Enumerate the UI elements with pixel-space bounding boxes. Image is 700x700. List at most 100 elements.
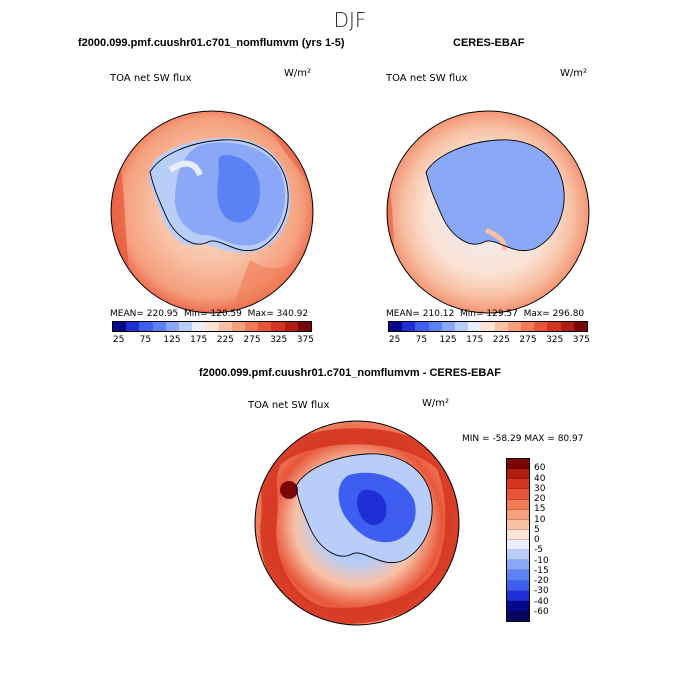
colorbar-swatch: [494, 322, 508, 331]
model-min-label: Min=: [184, 309, 208, 319]
colorbar-tick-label: -5: [534, 545, 543, 556]
colorbar-swatch: [415, 322, 429, 331]
diff-colorbar: [506, 458, 530, 622]
model-mean-value: 220.95: [146, 309, 179, 319]
diff-colorbar-ticks: 60 40 30 20 15 10 5 0 -5 -10 -15 -20 -30 -40 -60: [534, 458, 574, 622]
obs-units-label: W/m²: [560, 68, 588, 79]
obs-polar-map: [386, 110, 590, 314]
model-units-label: W/m²: [284, 68, 312, 79]
colorbar-swatch: [573, 322, 588, 331]
colorbar-swatch: [402, 322, 416, 331]
diff-max-label: MAX =: [524, 434, 555, 444]
model-stats: MEAN= 220.95 Min= 120.59 Max= 340.92: [110, 309, 308, 319]
colorbar-tick-label: 275: [519, 335, 537, 345]
model-panel-title: f2000.099.pmf.cuushr01.c701_nomflumvm (y…: [78, 37, 345, 49]
colorbar-swatch: [139, 322, 153, 331]
colorbar-swatch: [507, 560, 529, 571]
colorbar-swatch: [507, 600, 529, 611]
colorbar-swatch: [507, 479, 529, 490]
colorbar-swatch: [507, 519, 529, 530]
colorbar-swatch: [507, 580, 529, 591]
diff-panel-title: f2000.099.pmf.cuushr01.c701_nomflumvm - …: [199, 367, 501, 379]
colorbar-tick-label: 75: [415, 335, 428, 345]
colorbar-swatch: [428, 322, 442, 331]
diff-variable-label: TOA net SW flux: [248, 400, 330, 411]
colorbar-swatch: [284, 322, 298, 331]
colorbar-swatch: [231, 322, 246, 331]
obs-colorbar-ticks: 25 75 125 175 225 275 325 375: [388, 335, 590, 347]
colorbar-swatch: [455, 322, 469, 331]
colorbar-swatch: [507, 509, 529, 520]
diff-stats: MIN = -58.29 MAX = 80.97: [462, 434, 583, 444]
colorbar-swatch: [126, 322, 140, 331]
colorbar-swatch: [507, 550, 529, 561]
model-variable-label: TOA net SW flux: [110, 73, 192, 84]
obs-panel-title: CERES-EBAF: [453, 37, 525, 49]
colorbar-tick-label: -30: [534, 586, 549, 597]
colorbar-tick-label: 175: [190, 335, 208, 345]
colorbar-tick-label: 375: [296, 335, 314, 345]
model-colorbar: [112, 321, 312, 332]
obs-max-value: 296.80: [552, 309, 585, 319]
colorbar-tick-label: 225: [216, 335, 234, 345]
colorbar-tick-label: 60: [534, 463, 546, 474]
colorbar-swatch: [507, 489, 529, 500]
colorbar-tick-label: 10: [534, 514, 546, 525]
obs-max-label: Max=: [523, 309, 550, 319]
colorbar-tick-label: 25: [112, 335, 125, 345]
colorbar-swatch: [507, 459, 529, 470]
colorbar-tick-label: -10: [534, 555, 549, 566]
colorbar-tick-label: 0: [534, 535, 540, 545]
diff-min-label: MIN =: [462, 434, 490, 444]
colorbar-swatch: [507, 322, 522, 331]
obs-min-label: Min=: [460, 309, 484, 319]
colorbar-tick-label: 125: [439, 335, 457, 345]
colorbar-tick-label: 40: [534, 473, 546, 484]
colorbar-tick-label: 15: [534, 504, 546, 515]
colorbar-swatch: [481, 322, 495, 331]
colorbar-swatch: [560, 322, 574, 331]
colorbar-swatch: [218, 322, 232, 331]
model-colorbar-ticks: 25 75 125 175 225 275 325 375: [112, 335, 314, 347]
obs-mean-value: 210.12: [422, 309, 455, 319]
colorbar-tick-label: -40: [534, 596, 549, 607]
colorbar-tick-label: -15: [534, 565, 549, 576]
colorbar-tick-label: 30: [534, 483, 546, 494]
colorbar-tick-label: 5: [534, 524, 540, 535]
model-max-value: 340.92: [276, 309, 309, 319]
colorbar-tick-label: 275: [243, 335, 261, 345]
colorbar-tick-label: -60: [534, 606, 549, 617]
colorbar-tick-label: 175: [466, 335, 484, 345]
colorbar-tick-label: 20: [534, 494, 546, 504]
colorbar-swatch: [521, 322, 535, 331]
colorbar-swatch: [441, 322, 456, 331]
season-title: DJF: [333, 8, 367, 32]
colorbar-swatch: [297, 322, 312, 331]
colorbar-swatch: [507, 540, 529, 551]
colorbar-swatch: [507, 570, 529, 581]
model-max-label: Max=: [247, 309, 274, 319]
diff-max-value: 80.97: [557, 434, 584, 444]
model-polar-map: [110, 110, 314, 314]
colorbar-swatch: [507, 610, 529, 621]
colorbar-swatch: [165, 322, 180, 331]
colorbar-tick-label: 375: [572, 335, 590, 345]
colorbar-tick-label: 125: [163, 335, 181, 345]
obs-mean-label: MEAN=: [386, 309, 420, 319]
obs-variable-label: TOA net SW flux: [386, 73, 468, 84]
colorbar-swatch: [389, 322, 403, 331]
colorbar-swatch: [245, 322, 259, 331]
colorbar-swatch: [271, 322, 285, 331]
obs-stats: MEAN= 210.12 Min= 129.57 Max= 296.80: [386, 309, 584, 319]
colorbar-swatch: [547, 322, 561, 331]
model-mean-label: MEAN=: [110, 309, 144, 319]
model-min-value: 120.59: [210, 309, 242, 319]
colorbar-tick-label: 325: [546, 335, 564, 345]
colorbar-swatch: [507, 499, 529, 510]
colorbar-swatch: [507, 469, 529, 480]
colorbar-swatch: [507, 590, 529, 601]
diff-polar-map: [254, 420, 460, 626]
colorbar-swatch: [113, 322, 127, 331]
colorbar-swatch: [258, 322, 272, 331]
colorbar-tick-label: -20: [534, 576, 549, 586]
